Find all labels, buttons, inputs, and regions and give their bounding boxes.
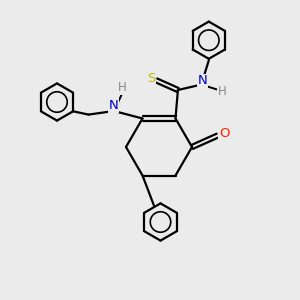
Text: N: N xyxy=(198,74,208,88)
Text: O: O xyxy=(219,127,230,140)
Text: H: H xyxy=(218,85,227,98)
Text: H: H xyxy=(117,81,126,94)
Text: N: N xyxy=(109,99,118,112)
Text: S: S xyxy=(147,72,155,86)
